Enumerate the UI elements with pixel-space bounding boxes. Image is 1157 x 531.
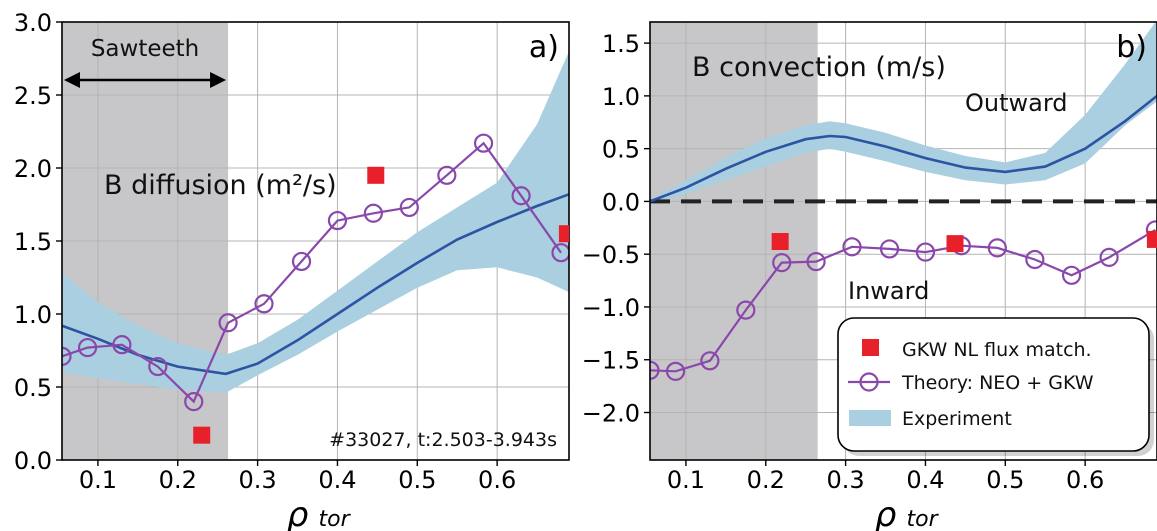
theory-point-11 bbox=[1025, 249, 1045, 270]
sawteeth-label: Sawteeth bbox=[91, 36, 199, 62]
panel-label: b) bbox=[1116, 30, 1147, 65]
x-tick-label-0: 0.1 bbox=[79, 466, 117, 494]
y-tick-label-0: −2.0 bbox=[582, 400, 640, 428]
panel-b-convection: 0.1 0.2 0.3 0.4 0.5 0.6 −2.0 −1.5 −1.0 −0.5 0.0 0.5… bbox=[582, 21, 1157, 531]
theory-point-6 bbox=[842, 237, 862, 257]
theory-point-13 bbox=[511, 186, 531, 206]
gkw-points bbox=[771, 230, 1157, 253]
theory-point-6 bbox=[254, 294, 274, 314]
theory-point-5 bbox=[806, 251, 826, 272]
theory-point-0 bbox=[62, 346, 72, 366]
gkw-point-0 bbox=[193, 426, 211, 444]
x-axis-label: ρ bbox=[875, 495, 897, 531]
theory-point-10 bbox=[399, 197, 419, 218]
theory-line bbox=[62, 141, 562, 404]
outward-annotation: Outward bbox=[965, 89, 1068, 117]
theory-point-4 bbox=[772, 253, 792, 273]
experiment-fit-line bbox=[650, 94, 1157, 203]
theory-point-14 bbox=[551, 243, 569, 263]
gkw-point-1 bbox=[946, 235, 964, 253]
theory-point-3 bbox=[736, 300, 756, 320]
y-tick-label-2: 1.0 bbox=[14, 301, 52, 329]
gkw-points bbox=[193, 166, 569, 444]
y-tick-label-7: 1.5 bbox=[602, 30, 640, 58]
y-tick-label-1: −1.5 bbox=[582, 347, 640, 375]
x-tick-label-4: 0.5 bbox=[398, 466, 436, 494]
theory-point-2 bbox=[700, 351, 720, 371]
y-tick-label-3: −0.5 bbox=[582, 241, 640, 269]
x-axis-label-subscript: tor bbox=[319, 507, 352, 531]
x-tick-label-4: 0.5 bbox=[986, 466, 1024, 494]
theory-point-11 bbox=[437, 165, 457, 185]
y-tick-label-3: 1.5 bbox=[14, 228, 52, 256]
inward-annotation: Inward bbox=[848, 277, 929, 305]
x-axis-label-subscript: tor bbox=[907, 507, 940, 531]
theory-point-12 bbox=[1061, 265, 1082, 285]
y-tick-label-5: 2.5 bbox=[14, 82, 52, 110]
experiment-fit-line bbox=[62, 193, 569, 376]
x-tick-label-3: 0.4 bbox=[318, 466, 356, 494]
x-tick-label-2: 0.3 bbox=[239, 466, 277, 494]
theory-point-2 bbox=[112, 335, 132, 355]
theory-line bbox=[650, 228, 1156, 373]
y-tick-label-2: −1.0 bbox=[582, 294, 640, 322]
theory-point-8 bbox=[327, 210, 348, 231]
theory-point-9 bbox=[363, 203, 383, 223]
panel-label: a) bbox=[529, 30, 559, 65]
y-tick-label-4: 0.0 bbox=[602, 188, 640, 216]
panel-a-diffusion: 0.1 0.2 0.3 0.4 0.5 0.6 0.0 0.5 1.0 1.5 2.0 2.5 3.0 ρ… bbox=[14, 9, 570, 531]
y-tick-label-6: 3.0 bbox=[14, 9, 52, 37]
legend: GKW NL flux match. Theory: NEO + GKW Exper… bbox=[837, 317, 1154, 456]
x-axis-label: ρ bbox=[287, 495, 309, 531]
x-tick-label-1: 0.2 bbox=[159, 466, 197, 494]
sawteeth-arrow-left-head bbox=[64, 72, 80, 88]
y-tick-label-5: 0.5 bbox=[602, 136, 640, 164]
theory-point-10 bbox=[987, 238, 1007, 258]
theory-point-1 bbox=[665, 361, 686, 381]
gkw-point-2 bbox=[558, 225, 569, 243]
legend-theory-marker bbox=[859, 372, 879, 392]
experiment-band bbox=[62, 51, 569, 393]
axes-frame bbox=[649, 21, 1157, 461]
legend-experiment-swatch bbox=[849, 410, 891, 426]
plot-area bbox=[62, 22, 569, 460]
theory-point-13 bbox=[1099, 247, 1119, 267]
legend-theory-label: Theory: NEO + GKW bbox=[901, 372, 1094, 394]
y-tick-label-1: 0.5 bbox=[14, 374, 52, 402]
x-tick-label-3: 0.4 bbox=[906, 466, 944, 494]
theory-point-7 bbox=[291, 251, 312, 272]
experiment-band bbox=[650, 22, 1157, 204]
shaded-region bbox=[650, 22, 818, 460]
legend-gkw-label: GKW NL flux match. bbox=[902, 339, 1092, 361]
x-tick-label-5: 0.6 bbox=[1066, 466, 1104, 494]
diffusion-annotation: B diffusion (m²/s) bbox=[104, 170, 337, 201]
gkw-point-1 bbox=[367, 166, 385, 184]
x-tick-label-2: 0.3 bbox=[827, 466, 865, 494]
shot-annotation: #33027, t:2.503-3.943s bbox=[329, 429, 557, 451]
theory-point-8 bbox=[915, 242, 936, 262]
x-tick-label-1: 0.2 bbox=[747, 466, 785, 494]
gkw-point-0 bbox=[771, 233, 789, 251]
convection-annotation: B convection (m/s) bbox=[692, 52, 946, 83]
x-tick-label-5: 0.6 bbox=[478, 466, 516, 494]
theory-point-12 bbox=[473, 133, 494, 153]
legend-box bbox=[837, 317, 1150, 452]
legend-experiment-label: Experiment bbox=[902, 408, 1012, 430]
legend-gkw-swatch bbox=[862, 339, 879, 356]
x-tick-label-0: 0.1 bbox=[667, 466, 705, 494]
theory-point-3 bbox=[148, 356, 168, 377]
theory-point-4 bbox=[184, 392, 204, 412]
theory-point-1 bbox=[77, 337, 98, 358]
y-tick-label-4: 2.0 bbox=[14, 155, 52, 183]
sawteeth-arrow-right-head bbox=[210, 72, 227, 88]
y-tick-label-6: 1.0 bbox=[602, 83, 640, 111]
theory-point-5 bbox=[218, 313, 238, 333]
plot-area bbox=[650, 22, 1157, 460]
gkw-point-2 bbox=[1146, 230, 1157, 248]
y-tick-label-0: 0.0 bbox=[14, 447, 52, 475]
theory-point-7 bbox=[879, 239, 900, 259]
theory-point-0 bbox=[650, 360, 660, 380]
